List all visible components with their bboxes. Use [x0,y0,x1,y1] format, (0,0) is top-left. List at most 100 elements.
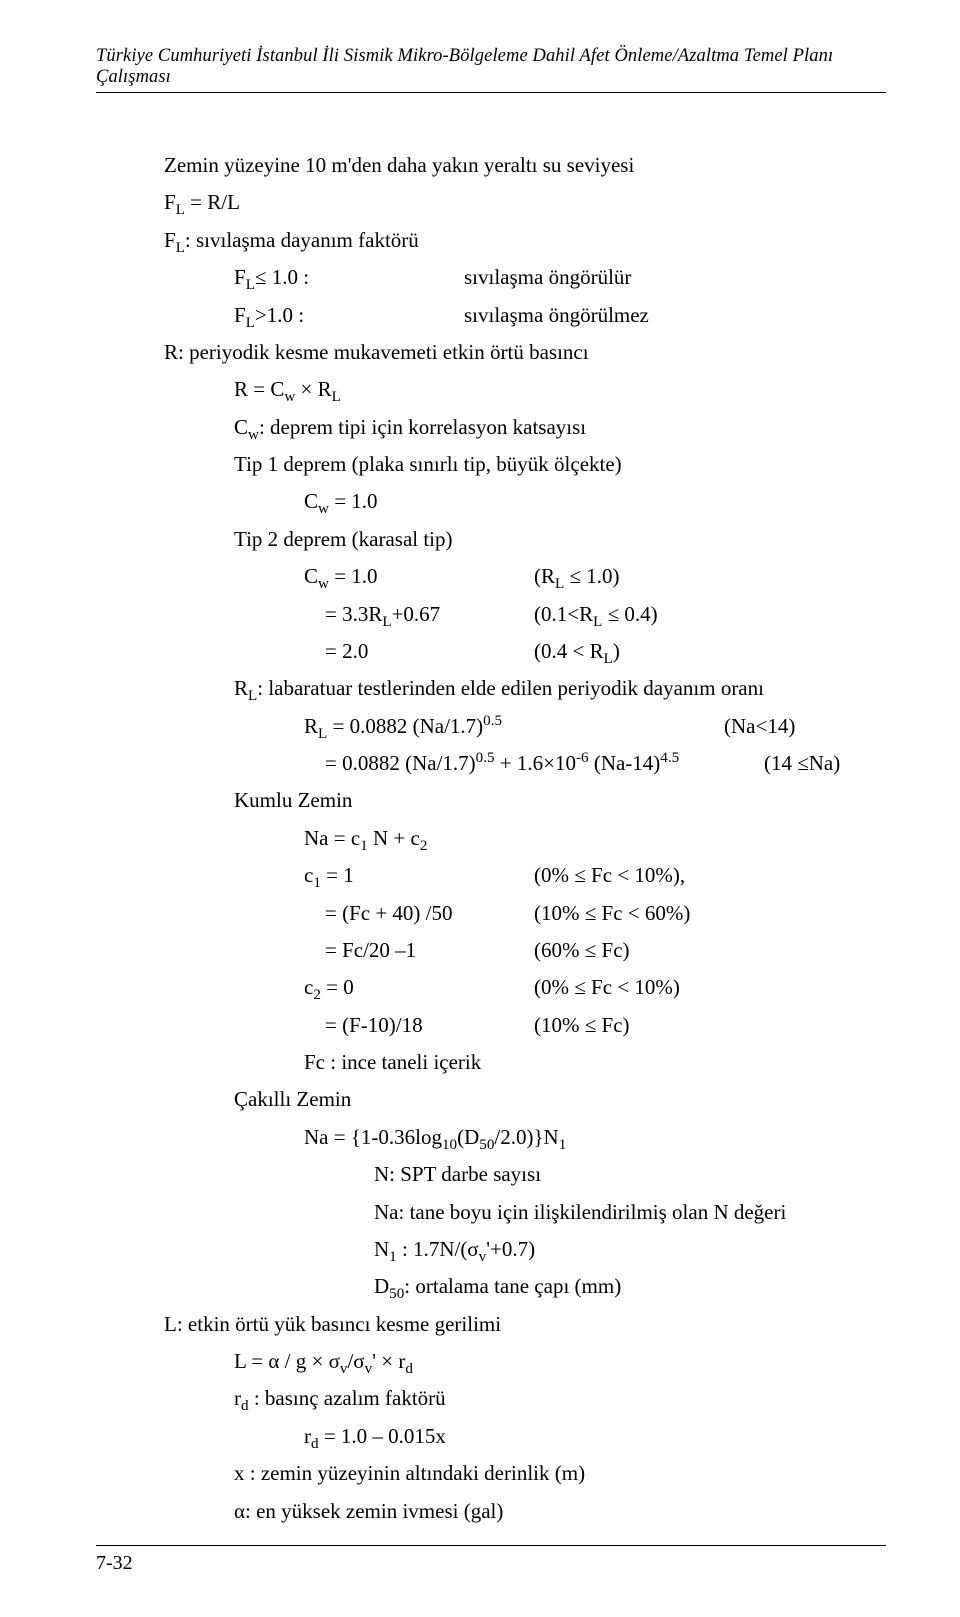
text: = 1.0 – 0.015x [319,1424,446,1448]
cell: (0% ≤ Fc < 10%), [534,857,886,894]
text: (Na-14) [589,751,661,775]
line: Tip 2 deprem (karasal tip) [164,521,886,558]
text: +0.67 [392,602,441,626]
text: = 0.0882 (Na/1.7) [325,751,476,775]
text: : sıvılaşma dayanım faktörü [185,228,419,252]
cell: RL = 0.0882 (Na/1.7)0.5 [304,708,724,745]
cell: (0.4 < RL) [534,633,886,670]
row: = (Fc + 40) /50 (10% ≤ Fc < 60%) [164,895,886,932]
line: rd : basınç azalım faktörü [164,1380,886,1417]
cell: FL>1.0 : [234,297,464,334]
text: '+0.7) [486,1237,535,1261]
line: Çakıllı Zemin [164,1081,886,1118]
row: c2 = 0 (0% ≤ Fc < 10%) [164,969,886,1006]
text: /σ [347,1349,364,1373]
cell: (Na<14) [724,708,886,745]
cell: (10% ≤ Fc < 60%) [534,895,886,932]
line: Kumlu Zemin [164,782,886,819]
cell: = 3.3RL+0.67 [304,596,534,633]
line: x : zemin yüzeyinin altındaki derinlik (… [164,1455,886,1492]
row: = 2.0 (0.4 < RL) [164,633,886,670]
text: ≤ 1.0) [564,564,619,588]
line: R: periyodik kesme mukavemeti etkin örtü… [164,334,886,371]
text: : deprem tipi için korrelasyon katsayısı [259,415,586,439]
cell: = 0.0882 (Na/1.7)0.5 + 1.6×10-6 (Na-14)4… [304,745,764,782]
line: R = Cw × RL [164,371,886,408]
text: ' × r [372,1349,405,1373]
text: 0.5 [476,750,495,766]
cell: c2 = 0 [304,969,534,1006]
line: Na = c1 N + c2 [164,820,886,857]
cell: (0.1<RL ≤ 0.4) [534,596,886,633]
text: >1.0 : [255,303,304,327]
line: L = α / g × σv/σv' × rd [164,1343,886,1380]
row: FL>1.0 : sıvılaşma öngörülmez [164,297,886,334]
row: Cw = 1.0 (RL ≤ 1.0) [164,558,886,595]
line: Cw: deprem tipi için korrelasyon katsayı… [164,409,886,446]
row: c1 = 1 (0% ≤ Fc < 10%), [164,857,886,894]
row: RL = 0.0882 (Na/1.7)0.5 (Na<14) [164,708,886,745]
line: Fc : ince taneli içerik [164,1044,886,1081]
text: = 1.0 [329,564,378,588]
page-number: 7-32 [96,1545,886,1575]
row: FL≤ 1.0 : sıvılaşma öngörülür [164,259,886,296]
text: = 3.3R [325,602,382,626]
line: N1 : 1.7N/(σv'+0.7) [164,1231,886,1268]
line: α: en yüksek zemin ivmesi (gal) [164,1493,886,1530]
cell: (0% ≤ Fc < 10%) [534,969,886,1006]
text: 4.5 [660,750,679,766]
line: D50: ortalama tane çapı (mm) [164,1268,886,1305]
line: RL: labaratuar testlerinden elde edilen … [164,670,886,707]
text: ≤ 1.0 : [255,265,309,289]
text: L = α / g × σ [234,1349,340,1373]
cell: Cw = 1.0 [304,558,534,595]
cell: (60% ≤ Fc) [534,932,886,969]
document-body: Zemin yüzeyine 10 m'den daha yakın yeral… [96,147,886,1530]
cell: sıvılaşma öngörülmez [464,297,886,334]
text: = (F-10)/18 [325,1013,423,1037]
row: = 3.3RL+0.67 (0.1<RL ≤ 0.4) [164,596,886,633]
line: Na = {1-0.36log10(D50/2.0)}N1 [164,1119,886,1156]
text: = 0 [321,975,354,999]
text: ≤ 0.4) [602,602,657,626]
text: : basınç azalım faktörü [249,1386,446,1410]
row: = 0.0882 (Na/1.7)0.5 + 1.6×10-6 (Na-14)4… [164,745,886,782]
line: N: SPT darbe sayısı [164,1156,886,1193]
cell: (RL ≤ 1.0) [534,558,886,595]
row: = Fc/20 –1 (60% ≤ Fc) [164,932,886,969]
cell: (10% ≤ Fc) [534,1007,886,1044]
cell: = (Fc + 40) /50 [304,895,534,932]
text: Na = c [304,826,360,850]
text: = 0.0882 (Na/1.7) [327,714,483,738]
text: (0.4 < R [534,639,604,663]
text: = Fc/20 –1 [325,938,416,962]
line: Zemin yüzeyine 10 m'den daha yakın yeral… [164,147,886,184]
text: = 1 [321,863,354,887]
text: (D [457,1125,479,1149]
cell: sıvılaşma öngörülür [464,259,886,296]
cell: c1 = 1 [304,857,534,894]
text: Na = {1-0.36log [304,1125,442,1149]
line: L: etkin örtü yük basıncı kesme gerilimi [164,1306,886,1343]
text: : ortalama tane çapı (mm) [404,1274,621,1298]
cell: = 2.0 [304,633,534,670]
text: 0.5 [483,713,502,729]
line: FL: sıvılaşma dayanım faktörü [164,222,886,259]
text: + 1.6×10 [495,751,576,775]
line: rd = 1.0 – 0.015x [164,1418,886,1455]
page-header: Türkiye Cumhuriyeti İstanbul İli Sismik … [96,46,886,93]
cell: = Fc/20 –1 [304,932,534,969]
cell: = (F-10)/18 [304,1007,534,1044]
text: /2.0)}N [494,1125,558,1149]
line: Tip 1 deprem (plaka sınırlı tip, büyük ö… [164,446,886,483]
text: = 2.0 [325,639,368,663]
text: : 1.7N/(σ [397,1237,479,1261]
cell: FL≤ 1.0 : [234,259,464,296]
cell: (14 ≤Na) [764,745,886,782]
text: (0.1<R [534,602,593,626]
line: FL = R/L [164,184,886,221]
line: Na: tane boyu için ilişkilendirilmiş ola… [164,1194,886,1231]
row: = (F-10)/18 (10% ≤ Fc) [164,1007,886,1044]
line: Cw = 1.0 [164,483,886,520]
text: = (Fc + 40) /50 [325,901,453,925]
